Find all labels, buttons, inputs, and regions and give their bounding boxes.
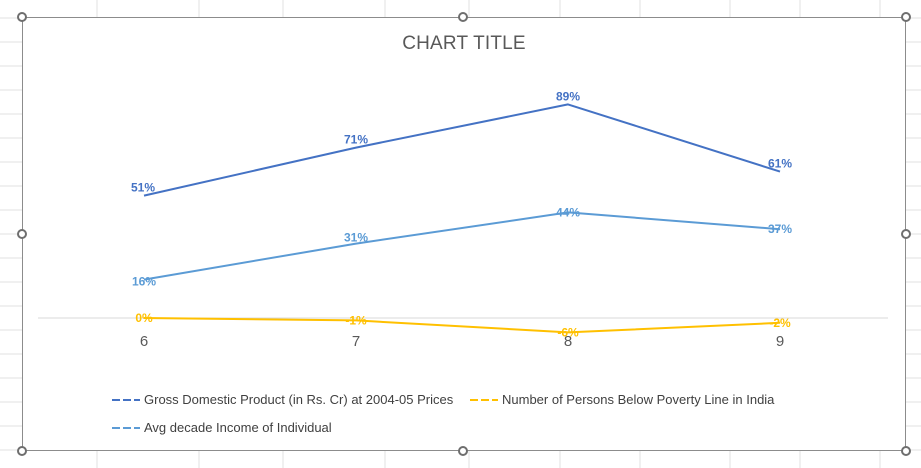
resize-handle-top-center[interactable] <box>458 12 468 22</box>
resize-handle-bottom-right[interactable] <box>901 446 911 456</box>
legend-line-marker-icon <box>112 426 140 429</box>
resize-handle-top-right[interactable] <box>901 12 911 22</box>
legend-label-gdp: Gross Domestic Product (in Rs. Cr) at 20… <box>144 392 454 407</box>
data-label: 44% <box>556 205 580 219</box>
resize-handle-middle-left[interactable] <box>17 229 27 239</box>
data-label: 37% <box>768 222 792 236</box>
chart-title[interactable]: CHART TITLE <box>402 33 526 54</box>
chart-area[interactable] <box>22 17 906 451</box>
legend-label-poverty: Number of Persons Below Poverty Line in … <box>502 392 775 407</box>
legend-label-income: Avg decade Income of Individual <box>144 420 332 435</box>
legend-item-poverty[interactable]: Number of Persons Below Poverty Line in … <box>468 392 774 407</box>
resize-handle-middle-right[interactable] <box>901 229 911 239</box>
data-label: 51% <box>131 181 155 195</box>
resize-handle-top-left[interactable] <box>17 12 27 22</box>
x-tick-label: 8 <box>564 333 572 350</box>
series-line-0[interactable] <box>143 103 781 197</box>
data-label: -1% <box>345 313 367 327</box>
legend-item-income[interactable]: Avg decade Income of Individual <box>110 420 332 435</box>
x-tick-label: 6 <box>140 333 148 350</box>
x-tick-label: 9 <box>776 333 784 350</box>
data-label: -2% <box>769 316 791 330</box>
data-label: 0% <box>135 311 153 325</box>
x-tick-label: 7 <box>352 333 360 350</box>
data-label: 61% <box>768 157 792 171</box>
data-label: 89% <box>556 89 580 103</box>
data-label: -6% <box>557 325 579 339</box>
series-line-1[interactable] <box>143 317 781 334</box>
legend-line-marker-icon <box>112 398 140 401</box>
data-label: 16% <box>132 275 156 289</box>
data-label: 31% <box>344 231 368 245</box>
resize-handle-bottom-center[interactable] <box>458 446 468 456</box>
series-line-2[interactable] <box>143 211 781 281</box>
resize-handle-bottom-left[interactable] <box>17 446 27 456</box>
data-label: 71% <box>344 133 368 147</box>
legend-line-marker-icon <box>470 398 498 401</box>
legend-item-gdp[interactable]: Gross Domestic Product (in Rs. Cr) at 20… <box>110 392 453 407</box>
